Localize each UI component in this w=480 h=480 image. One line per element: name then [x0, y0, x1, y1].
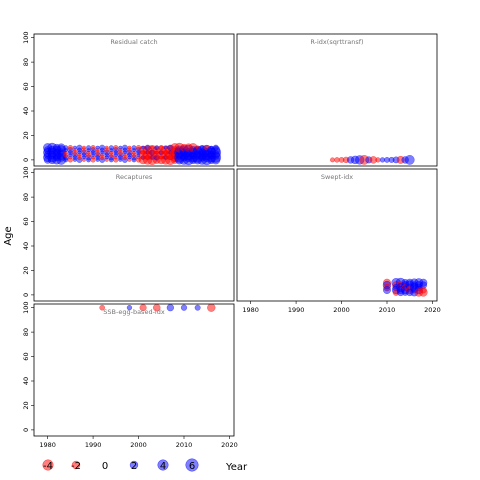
legend-label: 0	[102, 461, 108, 472]
y-tick-label: 60	[22, 352, 30, 360]
x-tick-label: 2020	[424, 306, 441, 314]
bubble-point	[99, 304, 105, 311]
bubble-group	[43, 142, 222, 166]
y-tick-label: 0	[22, 428, 30, 432]
bubble-point	[90, 145, 96, 151]
legend-label: -2	[71, 461, 81, 472]
legend-bubble	[129, 460, 139, 470]
y-tick-label: 20	[22, 266, 30, 274]
bubble-point	[207, 304, 216, 312]
x-tick-label: 2000	[130, 441, 147, 449]
panel-title: Residual catch	[110, 38, 157, 46]
legend-bubble	[42, 459, 54, 471]
bubble-point	[127, 145, 132, 150]
bubble-point	[95, 145, 100, 150]
bubble-point	[379, 157, 386, 163]
y-tick-label: 60	[22, 82, 30, 90]
bubble-point	[383, 286, 391, 294]
legend-bubble	[71, 460, 81, 470]
panel-frame	[236, 168, 438, 302]
panel-frame	[236, 33, 438, 167]
panel-title: SSB-egg-based-idx	[103, 308, 165, 316]
x-tick-label: 2020	[221, 441, 238, 449]
bubble-group	[330, 155, 415, 165]
y-tick-label: 80	[22, 58, 30, 66]
x-tick-label: 1990	[85, 441, 102, 449]
y-tick-label: 0	[22, 158, 30, 162]
bubble-point	[139, 304, 147, 312]
y-tick-label: 100	[22, 166, 30, 178]
y-tick-label: 100	[22, 31, 30, 43]
bubble-point	[419, 288, 428, 297]
bubble-point	[82, 145, 86, 150]
legend-bubble	[185, 458, 199, 472]
panel-3: Recaptures 0 20 40 60 80 100	[22, 166, 235, 302]
bubble-group	[382, 277, 428, 297]
bubble-point	[76, 144, 83, 151]
panel-frame	[33, 33, 235, 167]
bubble-point	[108, 145, 114, 151]
x-tick-label: 2000	[333, 306, 350, 314]
legend-label: -4	[43, 461, 53, 472]
legend-bubble	[157, 459, 169, 471]
bubble-point	[330, 157, 335, 163]
y-tick-label: 20	[22, 131, 30, 139]
bubble-point	[180, 304, 188, 311]
y-tick-label: 20	[22, 401, 30, 409]
y-tick-label: 40	[22, 107, 30, 115]
panel-frame	[33, 168, 235, 302]
panel-5: SSB-egg-based-idx 0 20 40 60 80 100 1980 1990 200…	[22, 301, 238, 449]
panel-title: Swept-idx	[321, 173, 353, 181]
y-tick-label: 40	[22, 377, 30, 385]
bubble-point	[72, 145, 77, 150]
panel-title: R-idx(sqrttransf)	[310, 38, 363, 46]
bubble-point	[113, 145, 119, 151]
y-tick-label: 80	[22, 328, 30, 336]
x-tick-label: 1980	[39, 441, 56, 449]
bubble-point	[118, 145, 123, 150]
panels-group: Residual catch 0 20 40 60 80 100 R-idx(sqrttran…	[22, 31, 441, 449]
panel-frame	[33, 303, 235, 437]
bubble-point	[121, 144, 128, 151]
y-tick-label: 80	[22, 193, 30, 201]
y-tick-label: 0	[22, 293, 30, 297]
bubble-point	[404, 155, 415, 165]
x-tick-label: 2010	[176, 441, 193, 449]
size-legend: -4 -2 0 2 4 6	[42, 458, 199, 472]
panel-2: R-idx(sqrttransf)	[236, 33, 438, 167]
y-tick-label: 100	[22, 301, 30, 313]
bubble-point	[212, 144, 219, 151]
x-tick-label: 1980	[242, 306, 259, 314]
y-tick-label: 40	[22, 242, 30, 250]
bubble-point	[99, 144, 106, 151]
bubble-point	[375, 157, 381, 163]
bubble-point	[166, 304, 174, 312]
panel-4: Swept-idx 1980 1990 2000 2010 2020	[236, 168, 441, 314]
legend-label: 4	[160, 461, 166, 472]
y-tick-label: 60	[22, 217, 30, 225]
bubble-point	[104, 145, 109, 150]
panel-title: Recaptures	[116, 173, 153, 181]
bubble-point	[194, 304, 201, 311]
panel-1: Residual catch 0 20 40 60 80 100	[22, 31, 235, 167]
y-axis-title: Age	[3, 226, 14, 245]
legend-label: 2	[131, 461, 137, 472]
bubble-point	[131, 145, 137, 151]
legend-label: 6	[189, 461, 195, 472]
x-tick-label: 2010	[379, 306, 396, 314]
x-axis-title: Year	[225, 462, 248, 473]
bubble-group	[99, 304, 216, 312]
x-tick-label: 1990	[288, 306, 305, 314]
bubble-point	[63, 145, 69, 151]
bubble-point	[126, 305, 133, 311]
bubble-point	[67, 145, 73, 151]
bubble-point	[86, 145, 91, 151]
